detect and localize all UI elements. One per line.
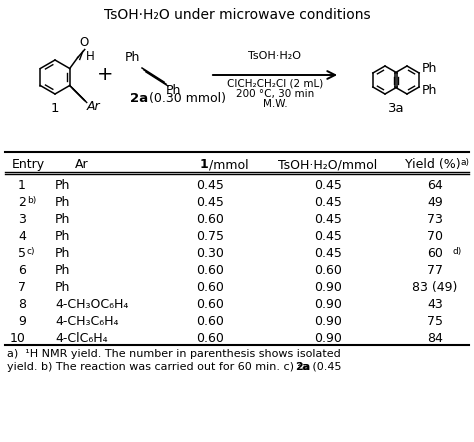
Text: 9: 9 <box>18 315 26 328</box>
Text: 0.90: 0.90 <box>314 281 342 294</box>
Text: 1: 1 <box>51 102 59 115</box>
Text: 0.45: 0.45 <box>314 230 342 243</box>
Text: Entry: Entry <box>11 158 45 171</box>
Text: 0.75: 0.75 <box>196 230 224 243</box>
Text: 0.90: 0.90 <box>314 315 342 328</box>
Text: 2a: 2a <box>130 92 148 105</box>
Text: Ph: Ph <box>422 62 438 76</box>
Text: /mmol: /mmol <box>209 158 249 171</box>
Text: 4-CH₃OC₆H₄: 4-CH₃OC₆H₄ <box>55 298 128 311</box>
Text: 4-CH₃C₆H₄: 4-CH₃C₆H₄ <box>55 315 118 328</box>
Text: TsOH·H₂O under microwave conditions: TsOH·H₂O under microwave conditions <box>104 8 370 22</box>
Text: 0.90: 0.90 <box>314 298 342 311</box>
Text: 64: 64 <box>427 179 443 192</box>
Text: 60: 60 <box>427 247 443 260</box>
Text: Ph: Ph <box>55 247 70 260</box>
Text: 1: 1 <box>18 179 26 192</box>
Text: TsOH·H₂O: TsOH·H₂O <box>248 51 301 61</box>
Text: Ph: Ph <box>55 179 70 192</box>
Text: Ph: Ph <box>55 196 70 209</box>
Text: yield. b) The reaction was carried out for 60 min. c) ²a (0.45: yield. b) The reaction was carried out f… <box>7 362 341 372</box>
Text: Ph: Ph <box>422 84 438 98</box>
Text: Ph: Ph <box>166 84 182 97</box>
Text: 7: 7 <box>18 281 26 294</box>
Text: 3: 3 <box>18 213 26 226</box>
Text: 0.45: 0.45 <box>196 196 224 209</box>
Text: TsOH·H₂O/mmol: TsOH·H₂O/mmol <box>278 158 378 171</box>
Text: 83 (49): 83 (49) <box>412 281 458 294</box>
Text: 6: 6 <box>18 264 26 277</box>
Text: 77: 77 <box>427 264 443 277</box>
Text: Ph: Ph <box>125 51 140 64</box>
Text: 84: 84 <box>427 332 443 345</box>
Text: 70: 70 <box>427 230 443 243</box>
Text: Ar: Ar <box>87 100 100 114</box>
Text: M.W.: M.W. <box>263 99 287 109</box>
Text: 0.60: 0.60 <box>314 264 342 277</box>
Text: Yield (%): Yield (%) <box>405 158 461 171</box>
Text: Ph: Ph <box>55 213 70 226</box>
Text: Ph: Ph <box>55 281 70 294</box>
Text: 49: 49 <box>427 196 443 209</box>
Text: a): a) <box>461 158 470 167</box>
Text: 0.60: 0.60 <box>196 315 224 328</box>
Text: 0.45: 0.45 <box>314 179 342 192</box>
Text: 43: 43 <box>427 298 443 311</box>
Text: 0.60: 0.60 <box>196 332 224 345</box>
Text: a)  ¹H NMR yield. The number in parenthesis shows isolated: a) ¹H NMR yield. The number in parenthes… <box>7 349 341 359</box>
Text: 8: 8 <box>18 298 26 311</box>
Text: 4: 4 <box>18 230 26 243</box>
Text: O: O <box>79 35 88 49</box>
Text: Ph: Ph <box>55 264 70 277</box>
Text: (0.30 mmol): (0.30 mmol) <box>145 92 226 105</box>
Text: 0.30: 0.30 <box>196 247 224 260</box>
Text: 0.45: 0.45 <box>314 213 342 226</box>
Text: d): d) <box>453 247 462 256</box>
Text: 200 °C, 30 min: 200 °C, 30 min <box>236 89 314 99</box>
Text: +: + <box>97 65 113 84</box>
Text: 73: 73 <box>427 213 443 226</box>
Text: 2: 2 <box>18 196 26 209</box>
Text: 0.60: 0.60 <box>196 281 224 294</box>
Text: ClCH₂CH₂Cl (2 mL): ClCH₂CH₂Cl (2 mL) <box>227 78 323 88</box>
Text: 2a: 2a <box>295 362 310 372</box>
Text: Ar: Ar <box>75 158 89 171</box>
Text: 0.60: 0.60 <box>196 213 224 226</box>
Text: c): c) <box>27 247 36 256</box>
Text: Ph: Ph <box>55 230 70 243</box>
Text: 1: 1 <box>199 158 208 171</box>
Text: b): b) <box>27 196 36 205</box>
Text: 0.45: 0.45 <box>314 196 342 209</box>
Text: 0.45: 0.45 <box>196 179 224 192</box>
Text: 4-ClC₆H₄: 4-ClC₆H₄ <box>55 332 108 345</box>
Text: 0.60: 0.60 <box>196 298 224 311</box>
Text: 0.45: 0.45 <box>314 247 342 260</box>
Text: 10: 10 <box>10 332 26 345</box>
Text: 0.60: 0.60 <box>196 264 224 277</box>
Text: 5: 5 <box>18 247 26 260</box>
Text: 75: 75 <box>427 315 443 328</box>
Text: 3a: 3a <box>388 102 404 115</box>
Text: H: H <box>86 50 94 63</box>
Text: 0.90: 0.90 <box>314 332 342 345</box>
